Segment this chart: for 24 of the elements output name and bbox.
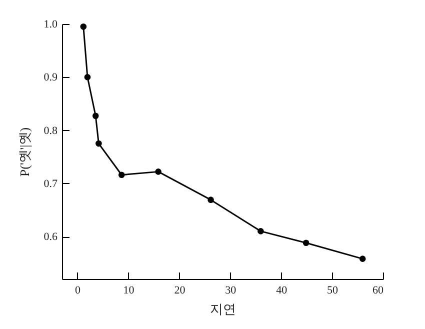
x-tick-label: 20 bbox=[174, 284, 186, 296]
point bbox=[155, 168, 162, 175]
y-tick-label: 0.8 bbox=[44, 124, 58, 137]
point bbox=[258, 228, 264, 234]
y-axis-title: P('옛'|옛) bbox=[16, 127, 32, 177]
y-tick-label: 0.9 bbox=[44, 72, 58, 84]
point bbox=[80, 24, 87, 30]
point bbox=[84, 74, 91, 80]
x-tick-label: 10 bbox=[123, 284, 135, 296]
point bbox=[302, 240, 310, 246]
y-tick-label: 0.6 bbox=[44, 231, 58, 243]
y-tick-label: 1.0 bbox=[44, 18, 58, 30]
x-tick-label: 40 bbox=[276, 284, 288, 296]
point bbox=[96, 140, 102, 147]
point bbox=[118, 172, 125, 178]
point bbox=[359, 256, 366, 262]
point bbox=[208, 196, 214, 203]
point bbox=[92, 112, 99, 120]
x-tick-label: 0 bbox=[75, 284, 82, 296]
x-axis-title: 지연 bbox=[210, 302, 236, 316]
x-tick-label: 30 bbox=[225, 284, 237, 296]
x-tick-label: 60 bbox=[372, 284, 384, 296]
y-tick-label: 0.7 bbox=[44, 178, 58, 190]
x-tick-label: 50 bbox=[327, 284, 339, 296]
